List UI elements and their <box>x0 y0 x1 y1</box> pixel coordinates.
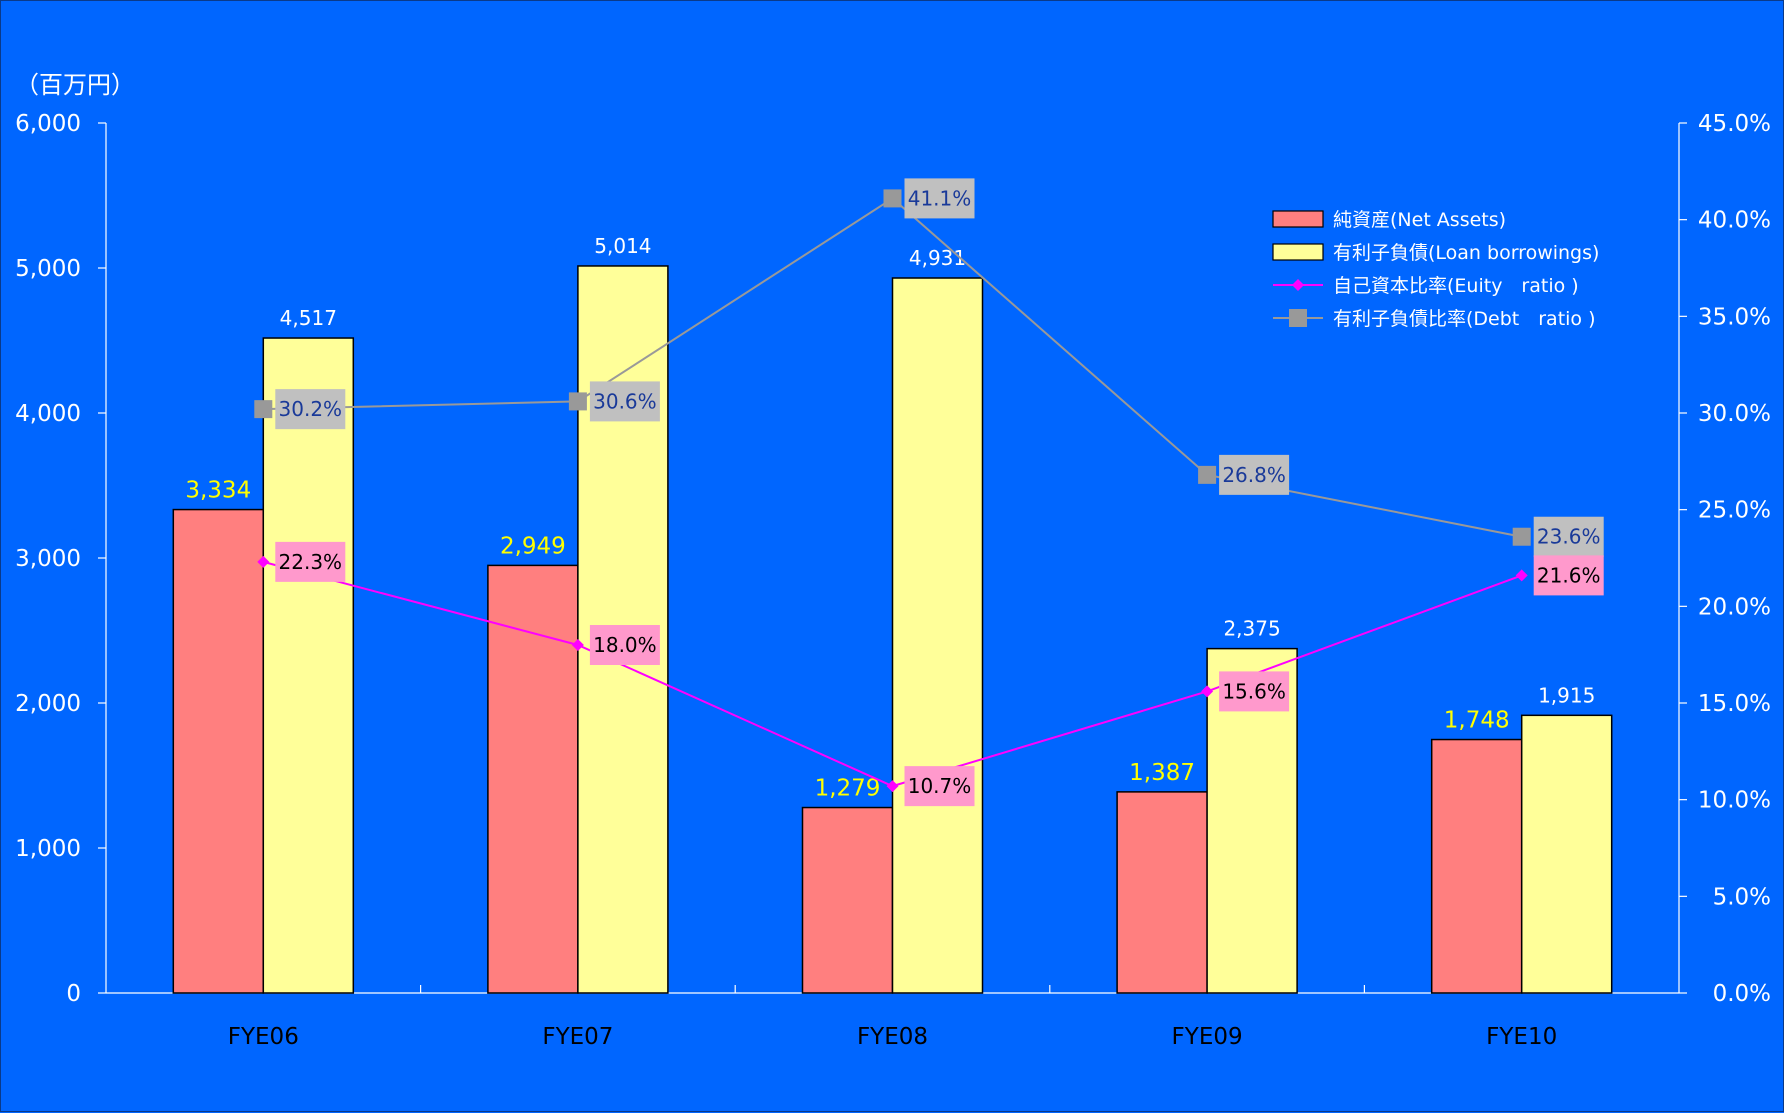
marker-debt-ratio <box>1198 465 1217 484</box>
marker-debt-ratio <box>568 392 587 411</box>
bar-net-assets <box>1116 791 1208 994</box>
data-label-equity-ratio: 21.6% <box>1537 563 1601 587</box>
legend-label-loan-borrowings: 有利子負債(Loan borrowings) <box>1333 242 1599 264</box>
y2-tick-label: 0.0% <box>1713 981 1771 1007</box>
legend-label-equity-ratio: 自己資本比率(Euity ratio ) <box>1333 275 1579 297</box>
data-label-net-assets: 1,387 <box>1129 760 1195 786</box>
x-category-label: FYE09 <box>1172 1024 1243 1050</box>
data-label-debt-ratio: 41.1% <box>908 186 972 210</box>
data-label-equity-ratio-background <box>904 766 975 807</box>
data-label-loan-borrowings: 1,915 <box>1538 683 1595 707</box>
data-label-debt-ratio: 26.8% <box>1222 463 1286 487</box>
data-label-equity-ratio-background <box>589 625 660 665</box>
bar-net-assets <box>801 806 894 994</box>
data-label-loan-borrowings: 2,375 <box>1223 617 1280 641</box>
data-label-loan-borrowings: 4,517 <box>280 306 337 330</box>
data-label-equity-ratio-background <box>1219 671 1290 712</box>
x-category-label: FYE06 <box>228 1024 299 1050</box>
legend-label-debt-ratio: 有利子負債比率(Debt ratio ) <box>1333 308 1596 330</box>
marker-equity-ratio <box>1515 569 1528 582</box>
y2-tick-label: 40.0% <box>1698 208 1771 234</box>
marker-equity-ratio <box>571 639 584 651</box>
bar-loan-borrowings <box>262 337 355 994</box>
data-label-net-assets: 1,279 <box>815 776 881 802</box>
data-label-net-assets: 1,748 <box>1444 708 1510 734</box>
data-label-equity-ratio: 22.3% <box>279 550 343 574</box>
y2-tick-label: 45.0% <box>1698 111 1771 137</box>
data-label-debt-ratio-background <box>904 178 975 219</box>
x-category-label: FYE08 <box>857 1024 928 1050</box>
y2-tick-label: 35.0% <box>1698 304 1771 330</box>
data-label-equity-ratio: 10.7% <box>908 774 972 798</box>
y2-tick-label: 15.0% <box>1698 691 1771 717</box>
marker-equity-ratio <box>1201 685 1214 698</box>
data-label-debt-ratio: 23.6% <box>1537 525 1601 549</box>
legend-swatch-net-assets <box>1272 210 1324 228</box>
bar-net-assets <box>1430 738 1523 994</box>
x-category-label: FYE07 <box>542 1024 613 1050</box>
y-tick-label: 3,000 <box>15 546 81 572</box>
legend-label-net-assets: 純資産(Net Assets) <box>1333 209 1506 231</box>
bar-loan-borrowings <box>1520 714 1613 994</box>
y2-tick-label: 30.0% <box>1698 401 1771 427</box>
legend-swatch-loan-borrowings <box>1272 243 1324 261</box>
data-label-loan-borrowings: 5,014 <box>594 234 651 258</box>
y-axis-unit-label: （百万円） <box>15 71 135 99</box>
y2-tick-label: 25.0% <box>1698 498 1771 524</box>
bar-net-assets <box>172 508 265 994</box>
data-label-debt-ratio-background <box>275 389 346 430</box>
marker-equity-ratio <box>886 780 899 793</box>
y-tick-label: 6,000 <box>15 111 81 137</box>
bar-net-assets <box>487 564 579 994</box>
y-tick-label: 5,000 <box>15 256 81 282</box>
y-tick-label: 2,000 <box>15 691 81 717</box>
data-label-net-assets: 2,949 <box>500 533 566 559</box>
y2-tick-label: 10.0% <box>1698 788 1771 814</box>
y-tick-label: 0 <box>66 981 81 1007</box>
marker-debt-ratio <box>883 189 902 208</box>
data-label-equity-ratio-background <box>1533 555 1604 596</box>
y-tick-label: 1,000 <box>15 836 81 862</box>
data-label-equity-ratio: 18.0% <box>593 633 657 657</box>
data-label-debt-ratio: 30.6% <box>593 389 657 413</box>
data-label-net-assets: 3,334 <box>185 478 251 504</box>
data-label-equity-ratio: 15.6% <box>1222 679 1286 703</box>
data-label-debt-ratio: 30.2% <box>279 397 343 421</box>
marker-equity-ratio <box>257 555 270 568</box>
legend-marker-debt-ratio <box>1289 309 1307 327</box>
data-label-debt-ratio-background <box>1533 516 1604 557</box>
x-category-label: FYE10 <box>1486 1024 1557 1050</box>
data-label-debt-ratio-background <box>1219 454 1290 495</box>
y-tick-label: 4,000 <box>15 401 81 427</box>
data-label-debt-ratio-background <box>589 381 660 422</box>
y2-tick-label: 5.0% <box>1713 884 1771 910</box>
y2-tick-label: 20.0% <box>1698 594 1771 620</box>
data-label-equity-ratio-background <box>275 541 346 582</box>
marker-debt-ratio <box>1512 527 1531 546</box>
data-label-loan-borrowings: 4,931 <box>909 246 966 270</box>
bar-loan-borrowings <box>891 277 984 994</box>
legend-marker-equity-ratio <box>1292 279 1304 291</box>
marker-debt-ratio <box>254 400 273 419</box>
